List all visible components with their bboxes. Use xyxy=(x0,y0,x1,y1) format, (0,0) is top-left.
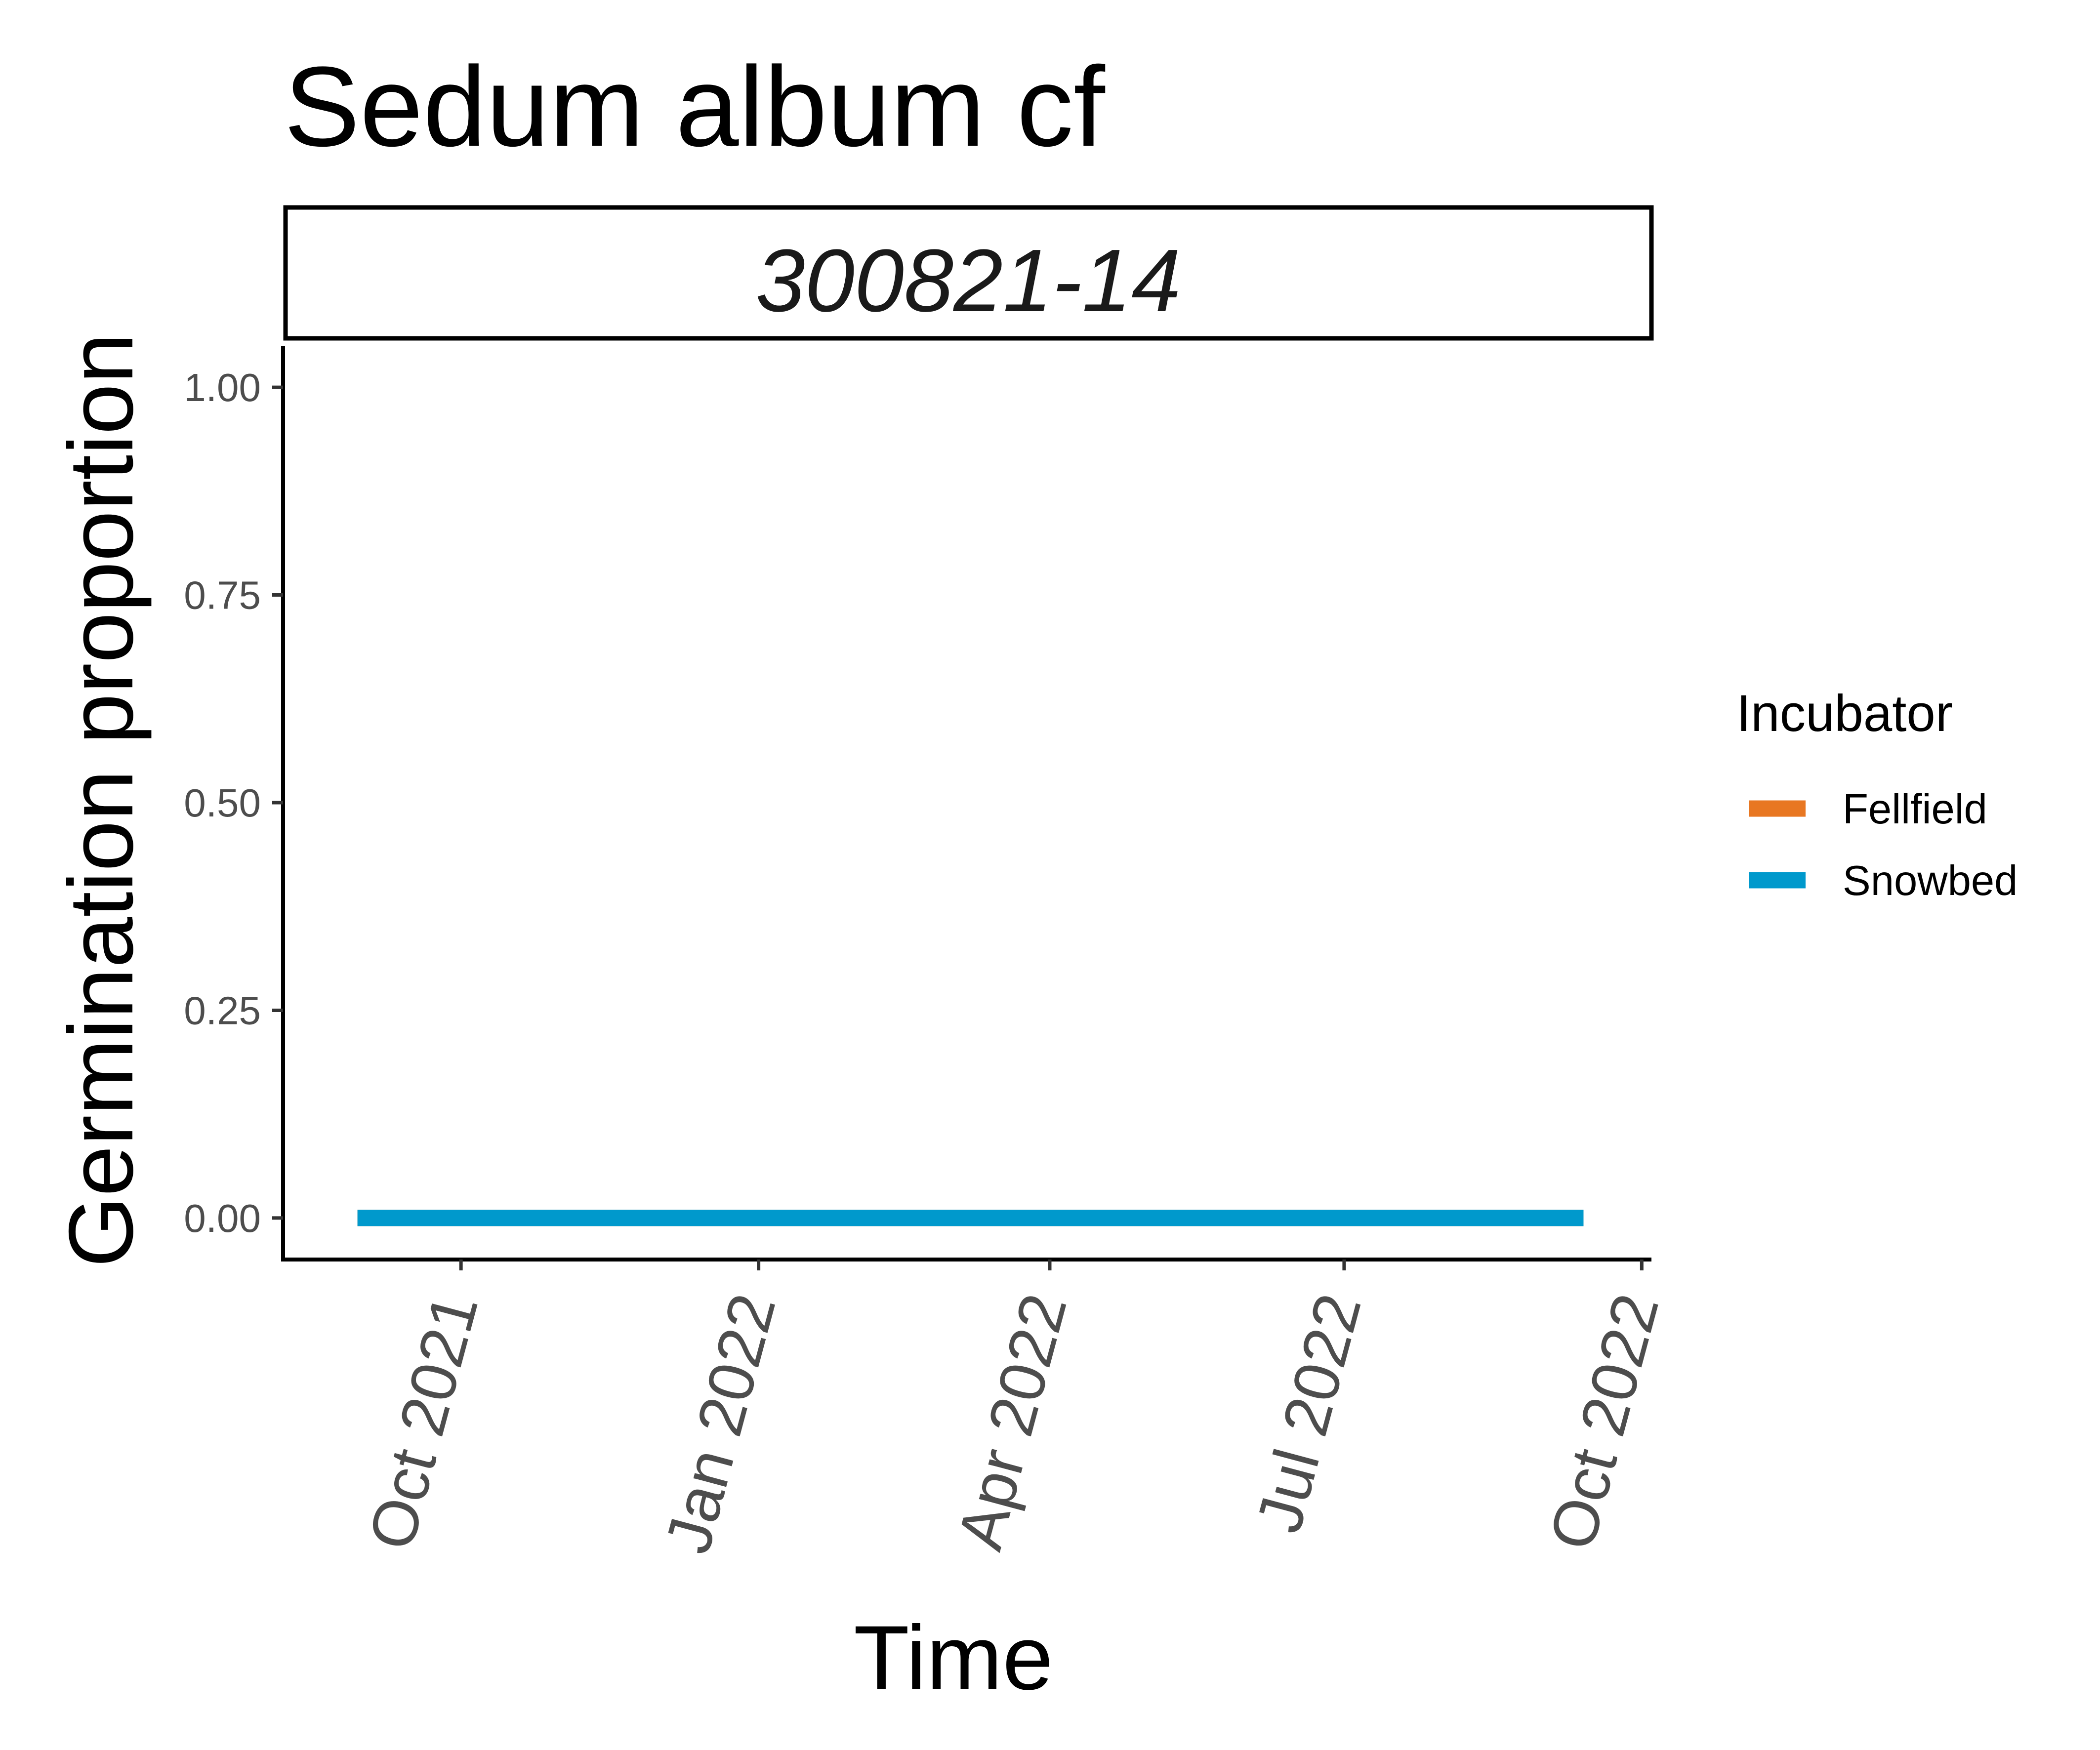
legend: Incubator Fellfield Snowbed xyxy=(1736,685,2018,904)
facet-label: 300821-14 xyxy=(756,231,1181,330)
x-ticks: Oct 2021 Jan 2022 Apr 2022 Jul 2022 Oct 2022 xyxy=(355,1260,1673,1560)
y-tick-label: 0.00 xyxy=(184,1196,261,1240)
x-tick-label: Oct 2021 xyxy=(355,1286,492,1556)
y-tick-label: 0.25 xyxy=(184,988,261,1032)
chart-title: Sedum album cf xyxy=(284,43,1106,170)
x-axis-label: Time xyxy=(854,1607,1053,1709)
x-tick-label: Apr 2022 xyxy=(943,1286,1080,1556)
y-tick-label: 0.50 xyxy=(184,781,261,825)
x-tick-label: Jul 2022 xyxy=(1242,1286,1375,1540)
legend-entries: Fellfield Snowbed xyxy=(1749,786,2018,904)
legend-title: Incubator xyxy=(1736,685,1953,742)
y-tick-label: 1.00 xyxy=(184,366,261,409)
y-ticks: 0.00 0.25 0.50 0.75 1.00 xyxy=(184,366,283,1240)
facet-strip-box xyxy=(283,205,1654,341)
y-axis-label: Germination proportion xyxy=(50,333,152,1267)
x-tick-label: Oct 2022 xyxy=(1535,1286,1673,1556)
facet-strip: 300821-14 xyxy=(283,205,1654,341)
legend-label-snowbed: Snowbed xyxy=(1843,857,2018,904)
x-tick-label: Jan 2022 xyxy=(651,1286,789,1560)
plot-area: 0.00 0.25 0.50 0.75 1.00 Oct 2021 Jan 2022 Apr… xyxy=(184,346,1672,1560)
legend-label-fellfield: Fellfield xyxy=(1843,786,1987,833)
y-tick-label: 0.75 xyxy=(184,573,261,617)
